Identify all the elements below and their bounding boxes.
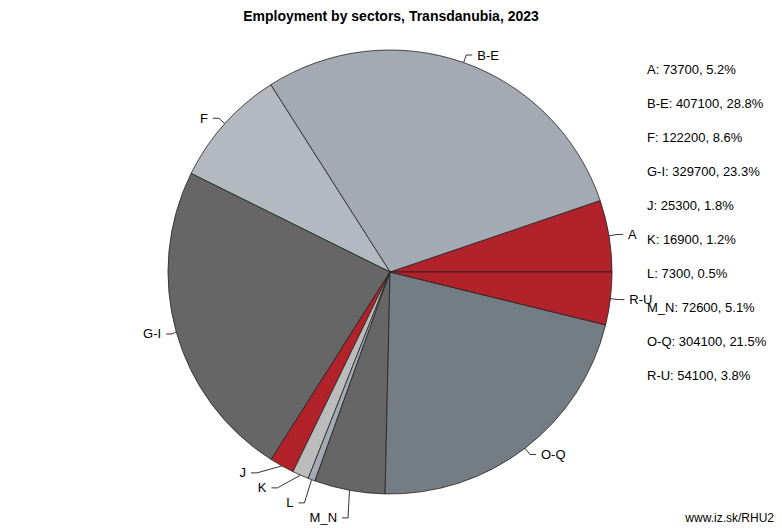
svg-text:J: J [239,465,246,480]
svg-text:A: 73700, 5.2%: A: 73700, 5.2% [647,62,736,77]
svg-text:B-E: B-E [477,48,499,63]
svg-text:Employment by sectors, Transda: Employment by sectors, Transdanubia, 202… [243,8,539,24]
svg-text:G-I: 329700, 23.3%: G-I: 329700, 23.3% [647,164,760,179]
svg-text:J: 25300, 1.8%: J: 25300, 1.8% [647,198,734,213]
svg-text:M_N: 72600, 5.1%: M_N: 72600, 5.1% [647,300,755,315]
svg-text:F: 122200, 8.6%: F: 122200, 8.6% [647,130,743,145]
svg-text:L: 7300, 0.5%: L: 7300, 0.5% [647,266,728,281]
svg-text:www.iz.sk/RHU2: www.iz.sk/RHU2 [684,511,774,525]
svg-text:R-U: R-U [629,292,652,307]
svg-text:K: 16900, 1.2%: K: 16900, 1.2% [647,232,736,247]
svg-text:F: F [200,111,208,126]
svg-text:O-Q: 304100, 21.5%: O-Q: 304100, 21.5% [647,334,767,349]
svg-text:L: L [286,495,293,510]
svg-text:G-I: G-I [143,326,161,341]
svg-text:A: A [628,227,637,242]
svg-text:B-E: 407100, 28.8%: B-E: 407100, 28.8% [647,96,764,111]
svg-text:O-Q: O-Q [541,447,566,462]
svg-text:K: K [258,480,267,495]
svg-text:M_N: M_N [310,510,337,525]
svg-text:R-U: 54100, 3.8%: R-U: 54100, 3.8% [647,368,751,383]
